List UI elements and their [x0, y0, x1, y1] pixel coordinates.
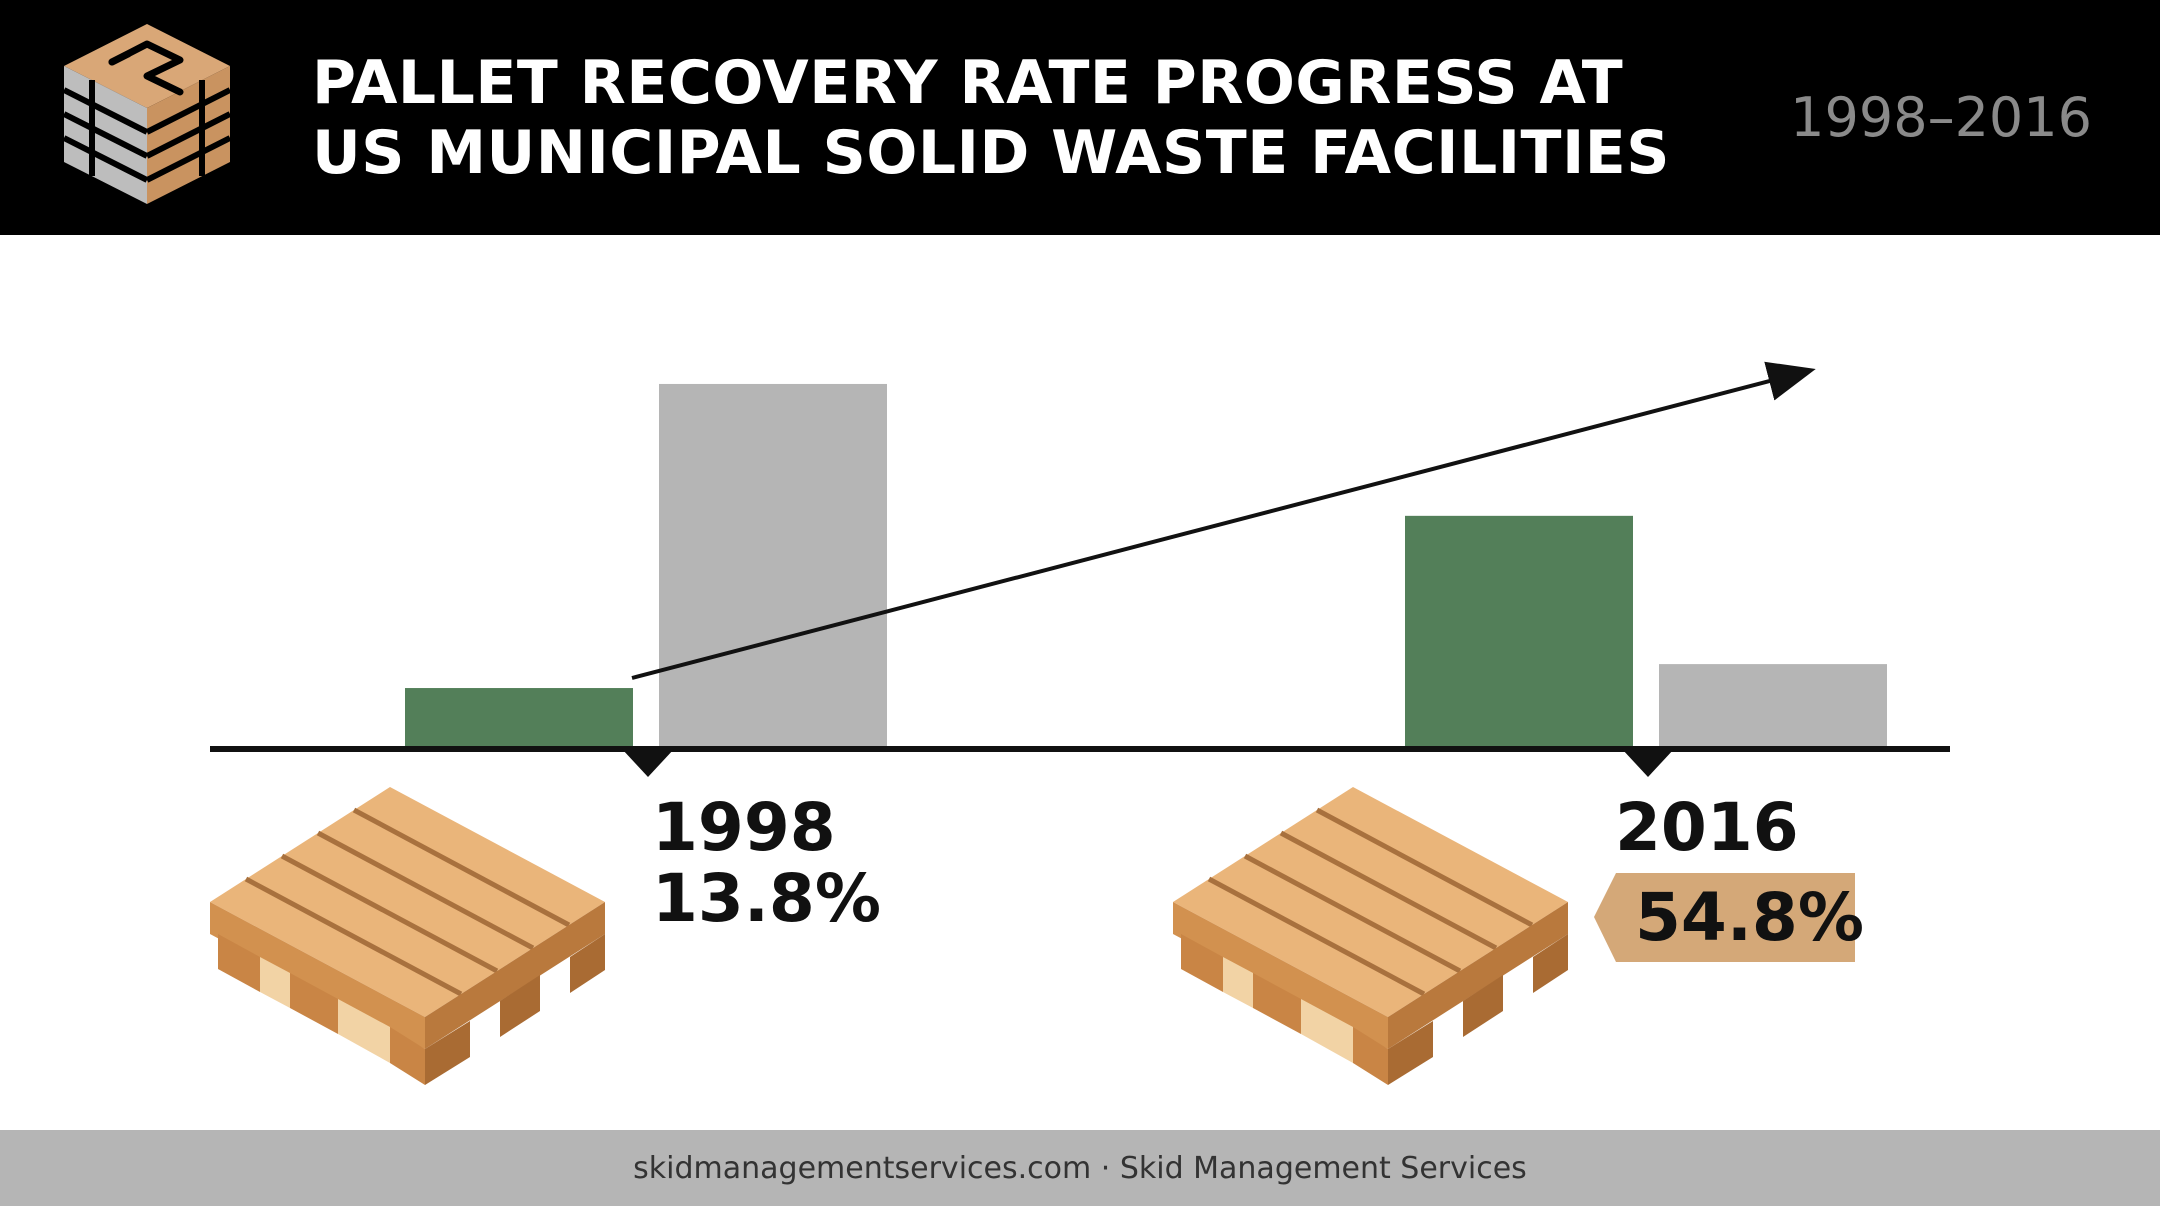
bar-recovered-2016	[1405, 515, 1633, 746]
value-label-1998: 13.8%	[652, 860, 881, 937]
bar-chart: 1998 13.8% 2016 54.8%	[0, 361, 1950, 1130]
bar-other-1998	[659, 383, 887, 746]
value-badge-2016	[1594, 873, 1855, 962]
pallet-icon	[210, 787, 605, 1085]
title-line-1: PALLET RECOVERY RATE PROGRESS AT	[312, 48, 1624, 118]
pallet-icon	[1173, 787, 1568, 1085]
footer-bar: skidmanagementservices.com · Skid Manage…	[0, 1130, 2160, 1206]
bars-layer	[405, 383, 1887, 746]
year-label-2016: 2016	[1615, 789, 1799, 866]
bar-other-2016	[1659, 664, 1887, 746]
year-label-1998: 1998	[652, 789, 836, 866]
date-range-label: 1998–2016	[1790, 86, 2092, 149]
value-label-2016: 54.8%	[1635, 879, 1864, 956]
header-bar: PALLET RECOVERY RATE PROGRESS AT US MUNI…	[0, 0, 2160, 235]
footer-credit: skidmanagementservices.com · Skid Manage…	[633, 1150, 1527, 1186]
chart-title: PALLET RECOVERY RATE PROGRESS AT US MUNI…	[312, 48, 1670, 188]
trend-arrow-icon	[631, 361, 1816, 680]
title-line-2: US MUNICIPAL SOLID WASTE FACILITIES	[312, 118, 1670, 188]
pallet-stack-logo-icon	[62, 24, 232, 204]
tick-marker-2016	[1622, 749, 1674, 777]
bar-recovered-1998	[405, 688, 633, 746]
tick-marker-1998	[622, 749, 674, 777]
